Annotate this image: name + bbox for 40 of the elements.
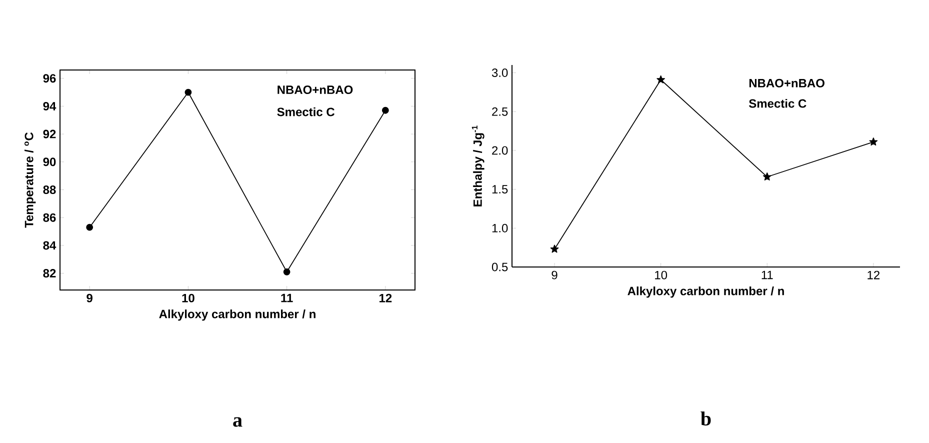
- y-tick-label: 82: [43, 269, 56, 278]
- x-tick-label: 12: [868, 270, 880, 280]
- y-tick-label: 86: [43, 213, 56, 222]
- y-axis-title: Temperature / $^{o}$C: [24, 132, 36, 228]
- y-tick-label: 2.0: [492, 146, 508, 155]
- y-tick-label: 94: [43, 102, 56, 110]
- x-tick-label: 10: [182, 294, 194, 302]
- point: [656, 75, 665, 84]
- y-tick-label: 0.5: [492, 262, 508, 272]
- x-tick-label: 11: [281, 294, 293, 302]
- x-tick-label: 9: [552, 270, 558, 280]
- point: [762, 172, 772, 180]
- y-tick-label: 1.0: [492, 224, 508, 232]
- x-axis-title: Alkyloxy carbon number / n: [159, 309, 316, 321]
- point: [283, 268, 290, 276]
- y-tick-label: 88: [43, 185, 56, 194]
- x-tick-label: 12: [379, 294, 392, 302]
- y-tick-label: 96: [43, 74, 56, 83]
- y-tick-label: 1.5: [492, 185, 508, 194]
- x-tick-label: 9: [86, 294, 92, 302]
- y-axis-title: Enthalpy / Jg$^{-1}$: [472, 126, 484, 206]
- y-tick-label: 84: [43, 241, 56, 250]
- y-tick-label: 92: [43, 130, 56, 138]
- y-tick-label: 2.5: [492, 107, 508, 116]
- point: [550, 244, 559, 253]
- y-tick-label: 90: [43, 158, 56, 166]
- x-axis-title: Alkyloxy carbon number / n: [628, 286, 784, 298]
- annotation: Smectic C: [748, 98, 806, 108]
- point: [869, 138, 878, 146]
- point: [184, 88, 192, 96]
- text: a: [233, 417, 242, 427]
- point: [382, 106, 389, 114]
- x-tick-label: 10: [655, 270, 668, 280]
- annotation: NBAO+nBAO: [278, 86, 353, 94]
- x-tick-label: 11: [762, 270, 773, 280]
- text: b: [700, 411, 711, 426]
- annotation: Smectic C: [277, 107, 335, 116]
- annotation: NBAO+nBAO: [749, 78, 824, 88]
- point: [86, 224, 94, 231]
- y-tick-label: 3.0: [492, 68, 508, 77]
